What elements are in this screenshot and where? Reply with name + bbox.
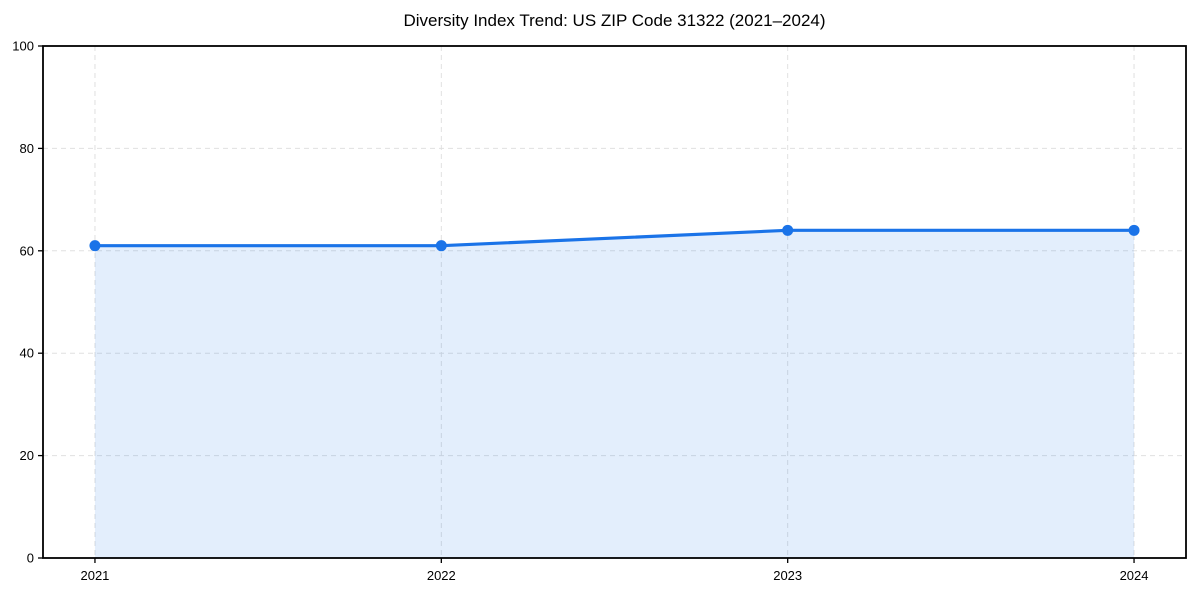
data-point-2022	[435, 240, 447, 252]
y-tick-label-100: 100	[12, 39, 34, 54]
area-fill	[94, 230, 1135, 558]
x-tick-label-2021: 2021	[80, 568, 109, 583]
data-point-2021	[89, 240, 101, 252]
y-tick-label-60: 60	[20, 243, 34, 258]
y-tick-label-0: 0	[27, 551, 34, 566]
data-point-2023	[782, 224, 794, 236]
x-tick-label-2024: 2024	[1120, 568, 1149, 583]
plot-area	[43, 46, 1186, 558]
y-tick-label-40: 40	[20, 346, 34, 361]
data-point-2024	[1128, 224, 1140, 236]
x-tick-label-2023: 2023	[773, 568, 802, 583]
x-tick-label-2022: 2022	[427, 568, 456, 583]
y-tick-label-80: 80	[20, 141, 34, 156]
y-tick-label-20: 20	[20, 448, 34, 463]
trend-line	[93, 228, 1136, 248]
axes-spines	[42, 45, 1187, 559]
chart-title: Diversity Index Trend: US ZIP Code 31322…	[403, 11, 826, 30]
